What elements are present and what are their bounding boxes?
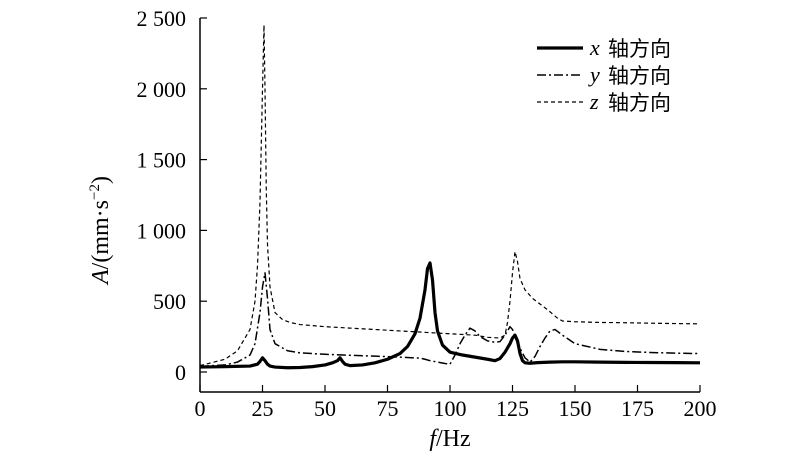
y-tick-label: 2 000 [137,77,187,102]
legend-item-x: x 轴方向 [537,35,671,61]
x-tick-label: 25 [252,396,274,421]
x-tick-label: 50 [314,396,336,421]
series-line-z [199,24,701,367]
legend-item-y: y 轴方向 [537,62,671,88]
y-axis-unit: /(mm·s [88,200,114,269]
legend-item-z: z 轴方向 [537,89,671,115]
y-ticks: 0 500 1 000 1 500 2 000 2 500 [137,6,207,385]
legend-text: 轴方向 [608,91,671,115]
y-axis-unit-exponent: −2 [87,184,103,200]
x-tick-label: 0 [195,396,206,421]
series-lines [199,24,701,370]
x-ticks: 0 25 50 75 100 125 150 175 200 [195,385,717,421]
x-axis-var: f [429,426,439,452]
x-tick-label: 125 [496,396,529,421]
legend: x 轴方向 y 轴方向 z 轴方向 [537,35,671,115]
y-axis-unit-close: ) [88,176,114,184]
x-tick-label: 100 [434,396,467,421]
x-axis-label: f/Hz [429,426,470,452]
legend-var: x [589,35,600,60]
y-tick-label: 500 [153,289,186,314]
y-axis-var: A [88,269,114,286]
y-axis-label: A/(mm·s−2) [87,176,114,286]
x-tick-label: 150 [559,396,592,421]
legend-text: 轴方向 [608,37,671,61]
x-tick-label: 200 [684,396,717,421]
legend-text: 轴方向 [608,64,671,88]
y-tick-label: 1 500 [137,148,187,173]
y-tick-label: 2 500 [137,6,187,31]
x-tick-label: 75 [377,396,399,421]
y-tick-label: 1 000 [137,218,187,243]
y-tick-label: 0 [175,360,186,385]
x-tick-label: 175 [621,396,654,421]
legend-var: y [588,62,600,87]
x-axis-unit: /Hz [436,426,471,452]
series-line-y [199,272,701,368]
series-line-x [199,261,701,370]
legend-var: z [589,89,599,114]
